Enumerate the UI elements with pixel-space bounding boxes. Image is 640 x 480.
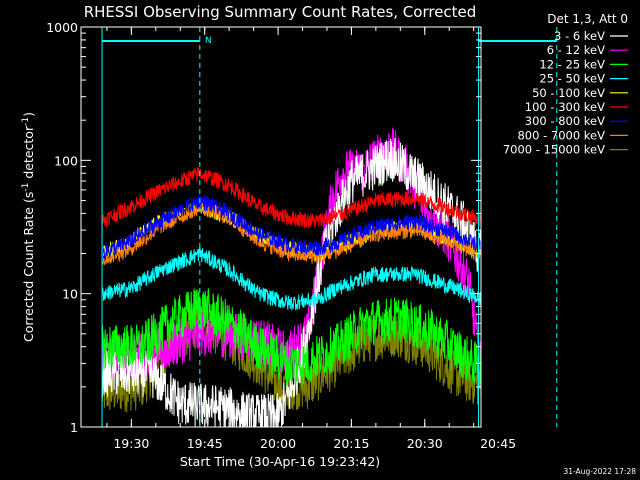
x-tick-label: 19:30 <box>113 436 149 451</box>
x-axis-ticks: 19:30 19:45 20:00 20:15 20:30 20:45 <box>106 27 516 451</box>
legend-label: 6 - 12 keV <box>547 43 605 57</box>
legend-label: 100 - 300 keV <box>525 100 605 114</box>
attenuator-markers: N <box>101 27 558 427</box>
series-line-1 <box>101 137 481 427</box>
legend-label: 800 - 7000 keV <box>517 128 605 142</box>
x-tick-label: 20:15 <box>333 436 369 451</box>
plot-frame <box>80 26 482 428</box>
legend-label: 50 - 100 keV <box>532 86 605 100</box>
x-tick-label: 20:30 <box>407 436 443 451</box>
y-axis-ticks: 1 10 100 1000 <box>46 20 481 435</box>
y-tick-label: 1 <box>70 420 78 435</box>
x-axis-label: Start Time (30-Apr-16 19:23:42) <box>180 454 380 469</box>
x-tick-label: 19:45 <box>187 436 223 451</box>
y-axis-label-main: Corrected Count Rate (s <box>21 192 36 342</box>
y-axis-label-mid: detector <box>21 125 36 183</box>
legend-label: 3 - 6 keV <box>554 29 605 43</box>
y-axis-label: Corrected Count Rate (s-1 detector-1) <box>21 112 36 342</box>
chart-title: RHESSI Observing Summary Count Rates, Co… <box>84 3 477 21</box>
x-tick-label: 20:00 <box>260 436 296 451</box>
y-axis-label-end: ) <box>21 112 36 117</box>
y-tick-label: 10 <box>62 287 78 302</box>
legend-header: Det 1,3, Att 0 <box>547 12 628 26</box>
x-tick-label: 20:45 <box>480 436 516 451</box>
legend-label: 25 - 50 keV <box>539 72 605 86</box>
y-axis-label-sup2: -1 <box>21 117 31 126</box>
y-tick-label: 1000 <box>46 20 78 35</box>
y-axis-label-sup1: -1 <box>21 183 31 192</box>
legend-label: 12 - 25 keV <box>539 57 605 71</box>
legend-label: 300 - 800 keV <box>525 114 605 128</box>
attenuator-label: N <box>205 36 212 46</box>
legend-label: 7000 - 15000 keV <box>503 143 605 157</box>
y-tick-label: 100 <box>54 153 78 168</box>
date-stamp: 31-Aug-2022 17:28 <box>563 467 636 476</box>
